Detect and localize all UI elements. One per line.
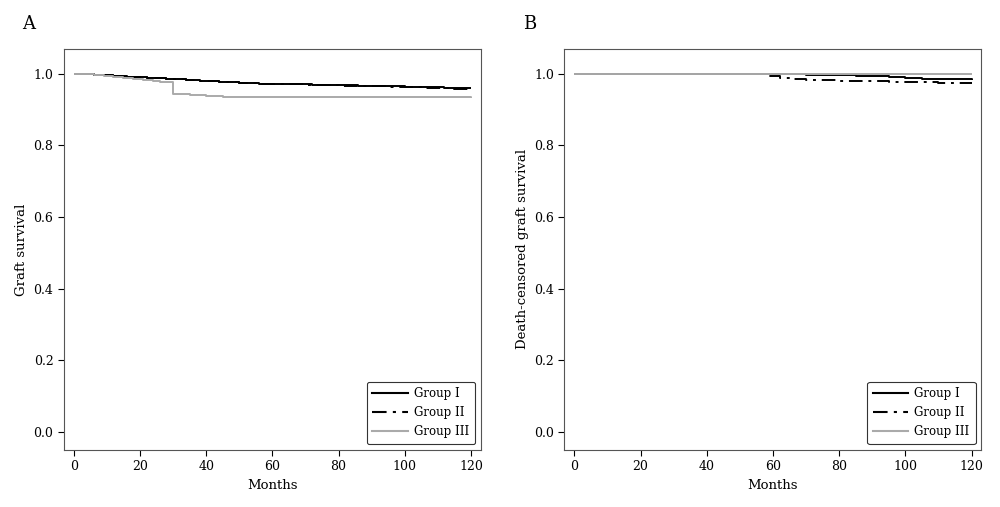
X-axis label: Months: Months xyxy=(247,479,298,492)
Legend: Group I, Group II, Group III: Group I, Group II, Group III xyxy=(367,381,475,444)
Y-axis label: Graft survival: Graft survival xyxy=(15,203,28,296)
X-axis label: Months: Months xyxy=(748,479,798,492)
Legend: Group I, Group II, Group III: Group I, Group II, Group III xyxy=(867,381,976,444)
Y-axis label: Death-censored graft survival: Death-censored graft survival xyxy=(516,149,529,349)
Text: B: B xyxy=(523,15,536,32)
Text: A: A xyxy=(22,15,35,32)
